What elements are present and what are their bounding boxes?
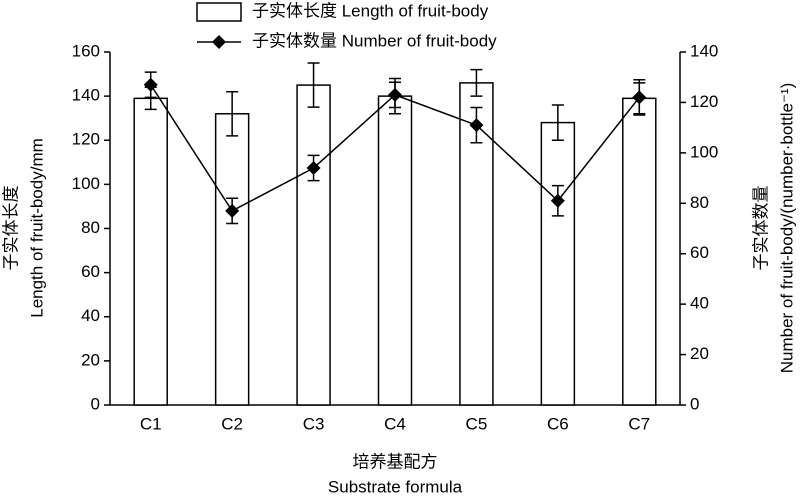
y-axis-title: Length of fruit-body/mm [27, 138, 46, 318]
y2-tick-label: 140 [690, 41, 718, 60]
y2-tick-label: 100 [690, 142, 718, 161]
y2-tick-label: 60 [690, 243, 709, 262]
bar [377, 95, 413, 406]
y-axis-title: 子实体长度 [1, 186, 20, 271]
x-tick-label: C5 [466, 414, 488, 433]
error-bar [551, 104, 564, 141]
y-tick-label: 120 [72, 130, 100, 149]
legend-swatch [196, 2, 242, 22]
x-tick-label: C3 [303, 414, 325, 433]
marker [550, 193, 565, 208]
y2-tick-label: 20 [690, 344, 709, 363]
y-tick-label: 60 [81, 262, 100, 281]
legend-marker [212, 35, 226, 49]
marker [469, 118, 484, 133]
x-axis-title: Substrate formula [328, 477, 463, 496]
y2-tick-label: 40 [690, 294, 709, 313]
y-tick-label: 140 [72, 86, 100, 105]
bar [214, 113, 250, 406]
marker [388, 87, 402, 102]
x-tick-label: C2 [221, 414, 243, 433]
x-tick-label: C1 [140, 414, 162, 433]
y2-tick-label: 80 [690, 193, 709, 212]
legend-label: 子实体长度 Length of fruit-body [252, 1, 489, 20]
error-bar [307, 62, 320, 108]
y2-tick-label: 120 [690, 92, 718, 111]
y-tick-label: 80 [81, 218, 100, 237]
error-bar [226, 90, 239, 137]
legend-label: 子实体数量 Number of fruit-body [252, 31, 497, 50]
y2-tick-label: 0 [690, 394, 699, 413]
y-tick-label: 20 [81, 350, 100, 369]
bar [622, 97, 657, 406]
marker [143, 77, 158, 92]
marker [306, 160, 321, 175]
bar [540, 121, 576, 406]
bar [296, 84, 331, 406]
marker [632, 90, 647, 105]
bar [133, 97, 168, 406]
x-axis-title: 培养基配方 [353, 452, 438, 471]
y-tick-label: 100 [72, 174, 100, 193]
y2-axis-title: 子实体数量 [751, 186, 770, 271]
y-tick-label: 40 [81, 306, 100, 325]
x-tick-label: C7 [628, 414, 650, 433]
y-tick-label: 160 [72, 41, 100, 60]
y-tick-label: 0 [91, 394, 100, 413]
marker [225, 203, 240, 218]
error-bar [470, 68, 483, 97]
x-tick-label: C6 [547, 414, 569, 433]
x-tick-label: C4 [384, 414, 406, 433]
y2-axis-title: Number of fruit-body/(number·bottle⁻¹) [777, 83, 796, 374]
